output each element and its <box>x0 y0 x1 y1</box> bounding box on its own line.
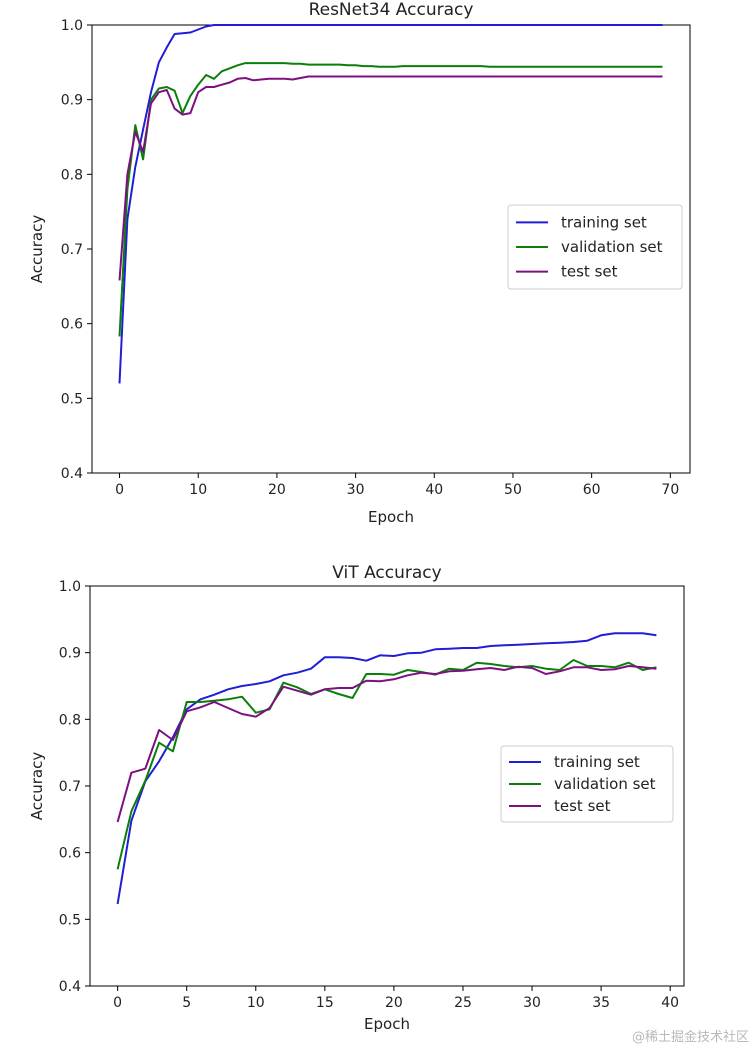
legend-box <box>507 204 683 290</box>
x-tick-label: 5 <box>182 995 191 1011</box>
training-set-line <box>118 24 663 384</box>
legend-label: test set <box>554 797 611 815</box>
legend-label: training set <box>561 213 647 231</box>
x-tick-label: 10 <box>247 995 265 1011</box>
x-tick-label: 25 <box>454 995 472 1011</box>
x-tick-label: 15 <box>316 995 334 1011</box>
legend-label: test set <box>561 263 618 281</box>
x-tick-label: 50 <box>504 482 522 498</box>
vit-accuracy-chart: ViT Accuracy Epoch Accuracy 0 5 10 15 20 25 30… <box>28 563 685 1033</box>
validation-set-line <box>116 659 657 870</box>
y-tick-label: 0.8 <box>61 167 83 183</box>
y-tick-label: 0.6 <box>59 846 81 862</box>
x-tick-label: 70 <box>661 482 679 498</box>
test-set-line <box>118 75 663 281</box>
y-axis-label: Accuracy <box>28 215 46 284</box>
training-set-line <box>116 632 657 905</box>
x-tick-label: 40 <box>425 482 443 498</box>
y-tick-label: 0.4 <box>59 979 81 995</box>
x-axis-label: Epoch <box>368 508 414 526</box>
y-tick-label: 0.4 <box>61 466 83 482</box>
series-lines <box>118 24 663 384</box>
y-tick-label: 0.8 <box>59 712 81 728</box>
chart-title: ResNet34 Accuracy <box>309 0 474 20</box>
resnet34-accuracy-chart: ResNet34 Accuracy Epoch Accuracy 0 10 20 30… <box>28 0 691 526</box>
x-tick-label: 40 <box>661 995 679 1011</box>
x-axis-label: Epoch <box>364 1015 410 1033</box>
y-tick-label: 0.7 <box>59 779 81 795</box>
chart-title: ViT Accuracy <box>332 563 441 583</box>
legend-label: validation set <box>554 775 656 793</box>
y-tick-label: 0.5 <box>59 912 81 928</box>
x-tick-label: 30 <box>347 482 365 498</box>
x-tick-label: 0 <box>115 482 124 498</box>
series-lines <box>116 632 657 905</box>
y-tick-label: 1.0 <box>59 579 81 595</box>
y-tick-label: 0.9 <box>59 646 81 662</box>
axis-ticks: 0 10 20 30 40 50 60 70 0.4 0.5 0.6 0.7 0.8 0.9 1.0 <box>61 18 680 498</box>
x-tick-label: 60 <box>583 482 601 498</box>
x-tick-label: 20 <box>385 995 403 1011</box>
y-tick-label: 0.5 <box>61 391 83 407</box>
y-tick-label: 0.6 <box>61 317 83 333</box>
legend-box <box>500 745 674 823</box>
y-tick-label: 1.0 <box>61 18 83 34</box>
legend: training set validation set test set <box>507 204 683 290</box>
x-tick-label: 10 <box>189 482 207 498</box>
watermark: @稀土掘金技术社区 <box>631 1030 749 1045</box>
y-tick-label: 0.9 <box>61 93 83 109</box>
test-set-line <box>116 665 657 823</box>
legend-label: validation set <box>561 238 663 256</box>
x-tick-label: 35 <box>592 995 610 1011</box>
x-tick-label: 0 <box>113 995 122 1011</box>
validation-set-line <box>118 62 663 337</box>
y-axis-label: Accuracy <box>28 752 46 821</box>
axis-ticks: 0 5 10 15 20 25 30 35 40 0.4 0.5 0.6 0.7 0.8 0.9 1.0 <box>59 579 679 1011</box>
x-tick-label: 20 <box>268 482 286 498</box>
legend: training set validation set test set <box>500 745 674 823</box>
legend-label: training set <box>554 753 640 771</box>
y-tick-label: 0.7 <box>61 242 83 258</box>
x-tick-label: 30 <box>523 995 541 1011</box>
